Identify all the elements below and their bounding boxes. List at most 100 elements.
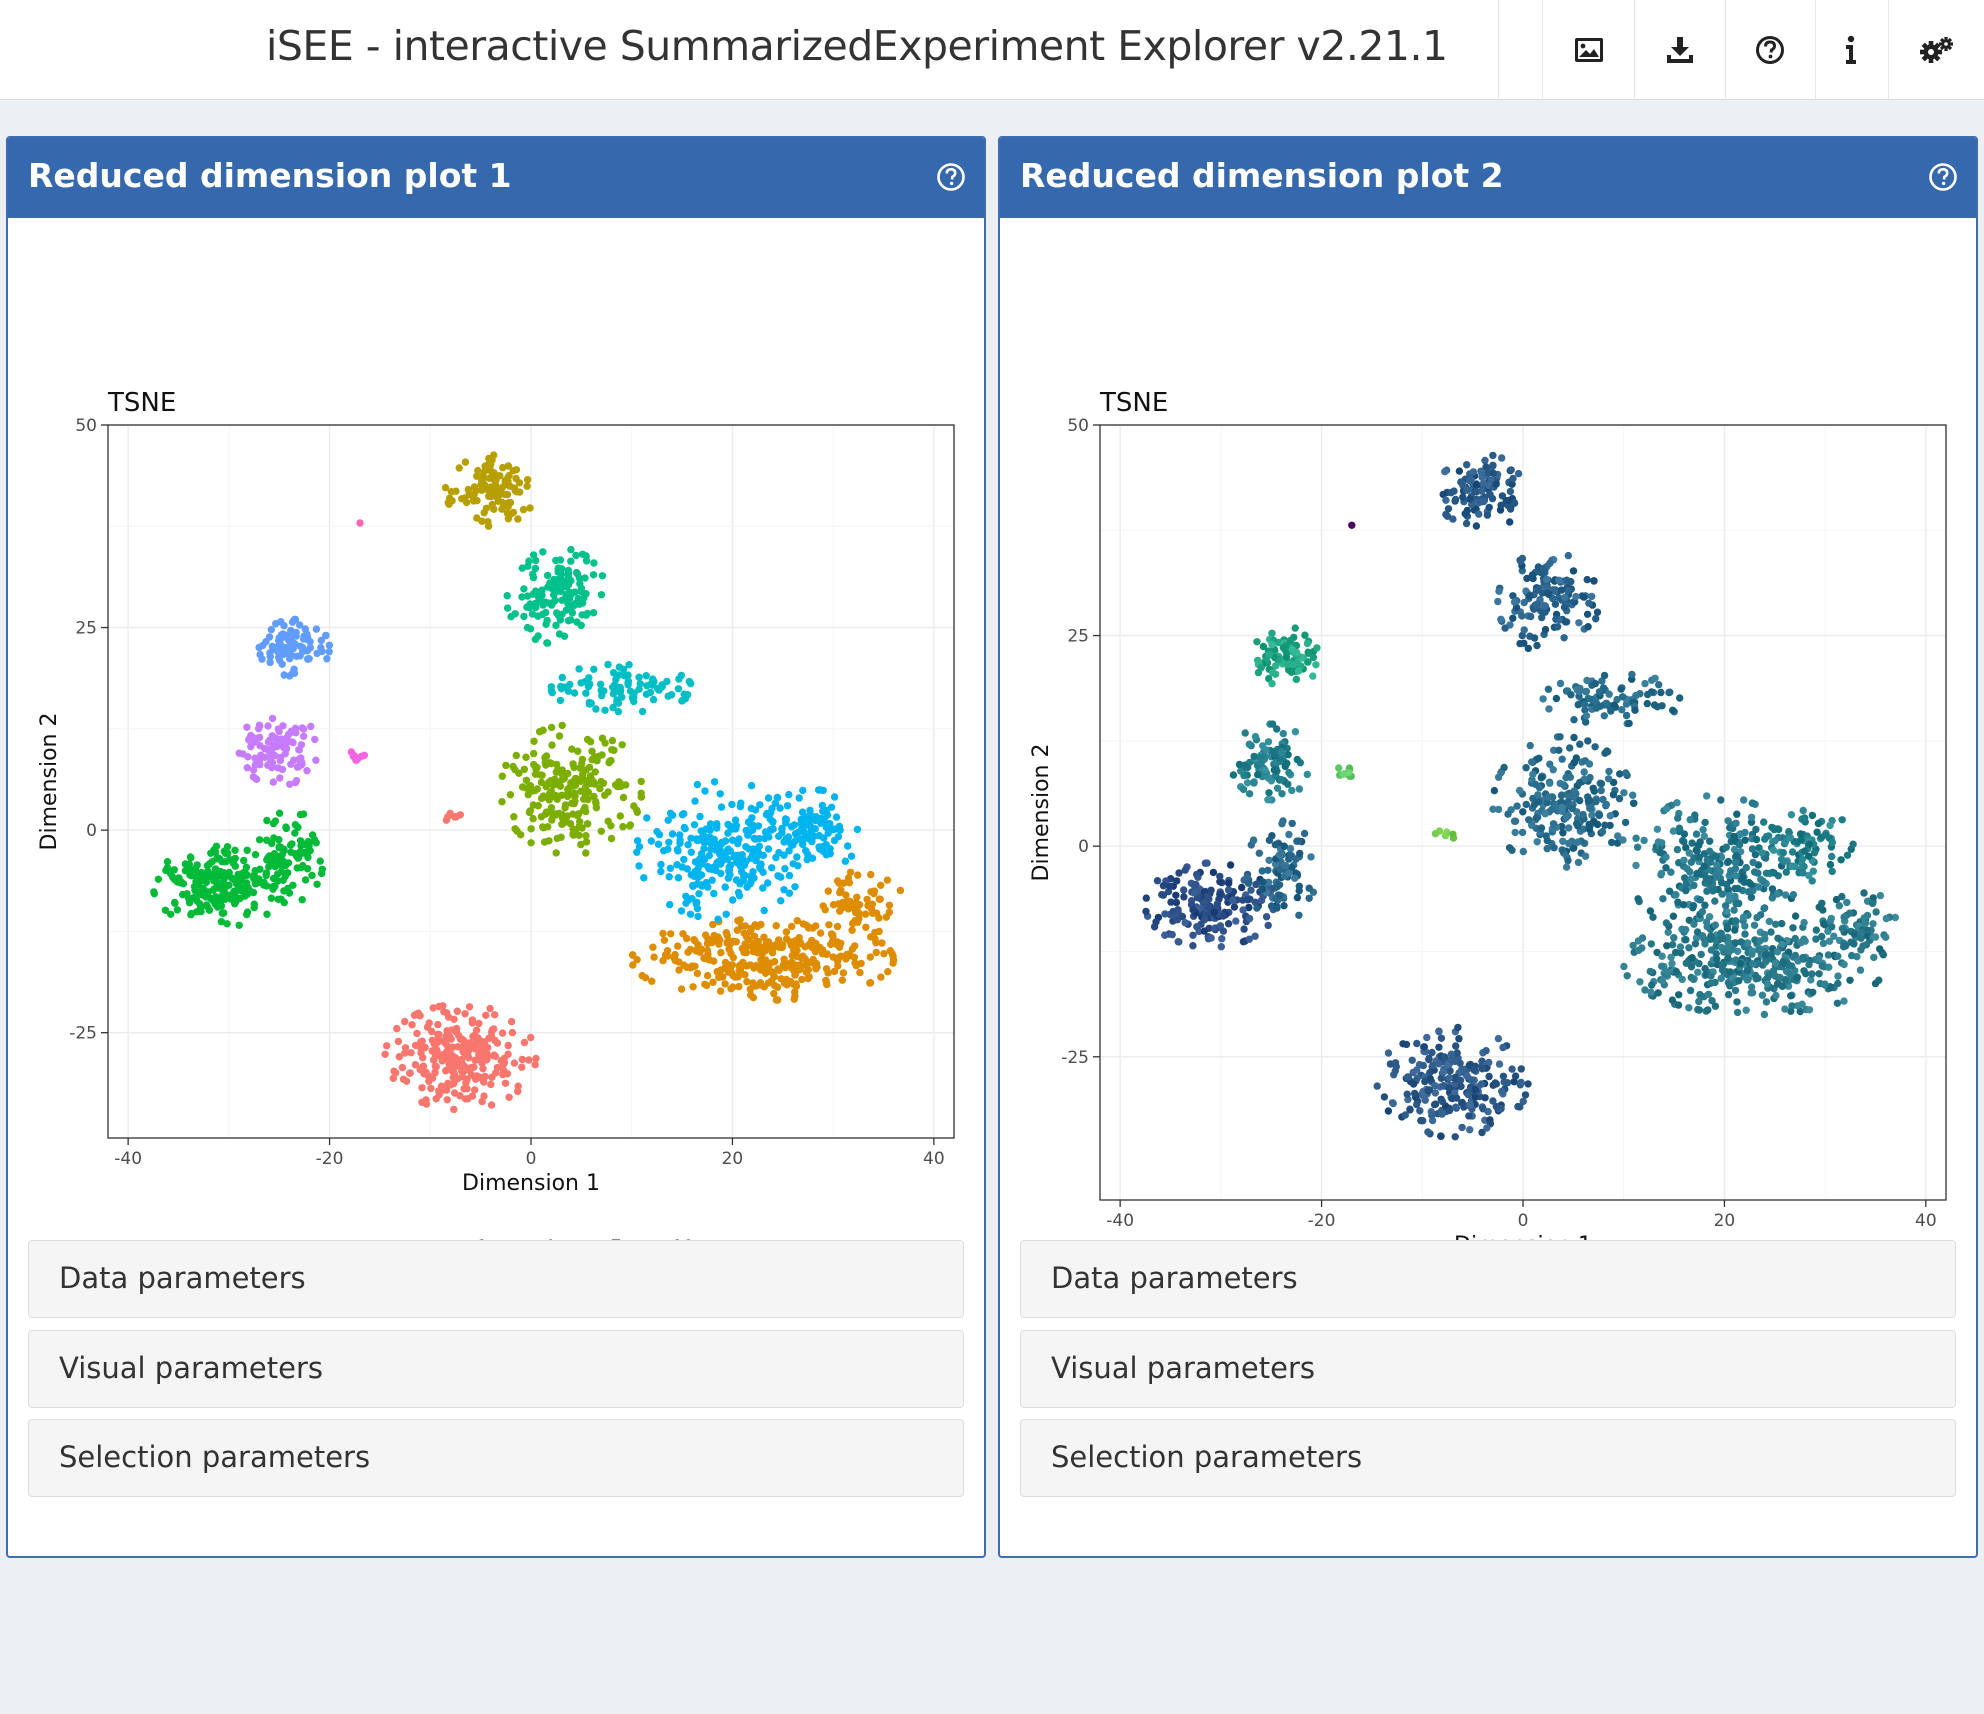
x-tick-label: -40 xyxy=(114,1149,142,1169)
visual-parameters-toggle[interactable]: Visual parameters xyxy=(28,1330,964,1408)
data-point xyxy=(1257,664,1265,672)
data-point xyxy=(1232,917,1240,925)
data-point xyxy=(1239,785,1248,794)
data-point xyxy=(499,1070,507,1079)
data-point xyxy=(1175,869,1183,877)
panel-help-icon[interactable] xyxy=(936,162,966,192)
data-point xyxy=(1714,866,1722,874)
selection-parameters-toggle[interactable]: Selection parameters xyxy=(1020,1419,1956,1497)
data-point xyxy=(203,862,211,870)
data-point xyxy=(1576,740,1584,748)
data-point xyxy=(1309,653,1318,662)
panel-help-icon[interactable] xyxy=(1928,162,1958,192)
data-point xyxy=(1534,585,1542,593)
data-point xyxy=(534,593,543,601)
data-point xyxy=(552,621,560,630)
data-point xyxy=(810,832,818,840)
data-point xyxy=(1522,764,1530,772)
data-point xyxy=(1857,946,1865,954)
data-point xyxy=(721,883,729,891)
data-point xyxy=(1490,786,1499,795)
data-point xyxy=(700,844,708,853)
x-tick-label: 0 xyxy=(1518,1211,1529,1231)
data-point xyxy=(1740,796,1748,804)
data-point xyxy=(1820,920,1828,928)
data-point xyxy=(664,816,672,824)
data-point xyxy=(1841,942,1850,950)
data-point xyxy=(1224,920,1233,928)
data-point xyxy=(1484,1107,1492,1116)
data-point xyxy=(1707,933,1716,942)
data-point xyxy=(885,901,894,909)
data-point xyxy=(1602,699,1611,707)
data-point xyxy=(509,466,517,475)
data-point xyxy=(1731,926,1739,934)
data-point xyxy=(1682,936,1690,944)
data-point xyxy=(1153,877,1162,885)
data-point xyxy=(1517,1065,1525,1073)
data-point xyxy=(498,798,506,806)
data-point xyxy=(589,609,598,617)
data-point xyxy=(313,880,321,888)
data-point xyxy=(270,850,279,858)
export-image-button[interactable] xyxy=(1545,0,1633,100)
data-point xyxy=(830,967,839,976)
data-parameters-toggle[interactable]: Data parameters xyxy=(1020,1240,1956,1318)
data-point xyxy=(1711,1002,1720,1010)
data-point xyxy=(785,847,793,855)
data-point xyxy=(1604,748,1612,756)
visual-parameters-toggle[interactable]: Visual parameters xyxy=(1020,1330,1956,1408)
info-button[interactable] xyxy=(1807,0,1895,100)
data-point xyxy=(547,804,556,812)
data-point xyxy=(1477,1080,1486,1088)
data-point xyxy=(1152,918,1160,926)
data-point xyxy=(1658,962,1666,970)
data-point xyxy=(1840,997,1848,1005)
data-point xyxy=(547,723,556,732)
data-point xyxy=(439,1002,447,1010)
data-point xyxy=(246,887,254,895)
data-point xyxy=(822,976,830,985)
data-point xyxy=(1723,880,1731,889)
data-point xyxy=(802,961,811,969)
data-point xyxy=(608,736,617,745)
data-parameters-toggle[interactable]: Data parameters xyxy=(28,1240,964,1318)
data-point xyxy=(1483,511,1492,519)
data-point xyxy=(1846,909,1854,917)
data-point xyxy=(408,1021,416,1029)
data-point xyxy=(1515,786,1524,795)
legend-label: 10 xyxy=(672,1237,694,1240)
data-point xyxy=(654,840,663,848)
data-point xyxy=(678,810,687,819)
data-point xyxy=(790,821,798,829)
data-point xyxy=(1800,918,1808,927)
data-point xyxy=(822,950,831,958)
data-point xyxy=(563,812,571,820)
data-point xyxy=(1646,967,1654,976)
data-point xyxy=(311,735,319,744)
data-point xyxy=(691,962,699,970)
selection-parameters-toggle[interactable]: Selection parameters xyxy=(28,1419,964,1497)
settings-button[interactable] xyxy=(1894,0,1982,100)
data-point xyxy=(1767,928,1775,936)
data-point xyxy=(1572,592,1580,601)
data-point xyxy=(214,903,222,911)
data-point xyxy=(431,1068,439,1076)
data-point xyxy=(1781,891,1790,899)
data-point xyxy=(1245,935,1253,943)
data-point xyxy=(1210,908,1218,916)
data-point xyxy=(1560,603,1569,611)
download-button[interactable] xyxy=(1636,0,1724,100)
data-point xyxy=(1789,924,1797,932)
data-point xyxy=(1796,830,1805,838)
data-point xyxy=(687,834,695,842)
data-point xyxy=(647,837,655,845)
help-button[interactable] xyxy=(1726,0,1814,100)
data-point xyxy=(1166,882,1174,891)
data-point xyxy=(263,745,272,754)
data-point xyxy=(1559,837,1567,845)
data-point xyxy=(570,689,579,697)
data-point xyxy=(1693,869,1701,878)
